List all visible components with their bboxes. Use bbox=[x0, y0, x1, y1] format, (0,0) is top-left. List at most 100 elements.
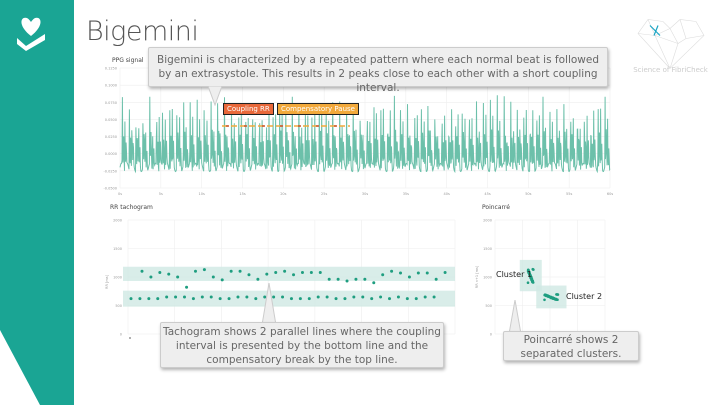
rr-point-bottom bbox=[245, 295, 249, 299]
y-tick-label: 1000 bbox=[113, 276, 122, 280]
rr-point-top bbox=[158, 270, 162, 274]
rr-point-bottom bbox=[423, 295, 427, 299]
poincare-point bbox=[553, 298, 557, 301]
tachogram-tooltip: Tachogram shows 2 parallel lines where t… bbox=[160, 322, 444, 368]
rr-point-bottom bbox=[432, 295, 436, 299]
poincare-point bbox=[551, 297, 555, 300]
ppg-tooltip: Bigemini is characterized by a repeated … bbox=[148, 47, 608, 94]
x-tick-label: 50s bbox=[525, 192, 531, 196]
rr-point-bottom bbox=[343, 297, 347, 301]
y-tick-label: 0.0250 bbox=[105, 135, 117, 139]
rr-point-bottom bbox=[352, 295, 356, 299]
rr-point-top bbox=[274, 270, 278, 274]
y-tick-label: 500 bbox=[485, 304, 492, 308]
rr-point-bottom bbox=[370, 297, 374, 301]
ppg-signal-line bbox=[119, 95, 611, 174]
x-tick-label: 35s bbox=[403, 192, 409, 196]
heart-hand-icon bbox=[17, 17, 45, 51]
rr-point-bottom bbox=[156, 297, 160, 301]
poincare-chart: 2000 1500 1000 500 0 RR n+1 [ms] bbox=[475, 219, 606, 337]
y-axis-label: RR n+1 [ms] bbox=[475, 265, 479, 288]
rr-point-top bbox=[229, 269, 233, 273]
tooltip-pointer bbox=[509, 300, 521, 334]
rr-point-top bbox=[407, 275, 411, 279]
poincare-point bbox=[544, 294, 548, 298]
rr-point-bottom bbox=[254, 297, 258, 301]
rr-point-top bbox=[292, 273, 296, 277]
x-tick-label: 20s bbox=[280, 192, 286, 196]
rr-point-bottom bbox=[405, 297, 409, 301]
bottom-line-band bbox=[123, 290, 455, 307]
y-tick-label: 500 bbox=[115, 304, 122, 308]
rr-point-bottom bbox=[200, 295, 204, 299]
rr-point-top bbox=[300, 270, 304, 274]
rr-point-outlier bbox=[129, 337, 131, 339]
rr-point-bottom bbox=[361, 295, 365, 299]
fibricheck-logo bbox=[637, 19, 705, 69]
rr-point-bottom bbox=[414, 297, 418, 301]
rr-point-bottom bbox=[379, 295, 383, 299]
rr-point-top bbox=[220, 278, 224, 282]
x-tick-label: 25s bbox=[321, 192, 327, 196]
rr-point-bottom bbox=[227, 297, 231, 301]
y-tick-label: -0.0250 bbox=[103, 169, 117, 173]
coupling-rr-tag: Coupling RR bbox=[223, 103, 274, 115]
rr-point-bottom bbox=[263, 295, 267, 299]
rr-point-top bbox=[247, 273, 251, 277]
tachogram-label: RR tachogram bbox=[110, 204, 153, 211]
top-line-band bbox=[123, 266, 455, 281]
logo-text: Science of FibriCheck bbox=[633, 66, 708, 74]
rr-point-top bbox=[256, 277, 260, 281]
rr-point-bottom bbox=[298, 297, 302, 301]
rr-point-top bbox=[140, 269, 144, 273]
x-tick-label: 15s bbox=[239, 192, 245, 196]
rr-point-bottom bbox=[272, 295, 276, 299]
x-tick-label: 60s bbox=[607, 192, 613, 196]
rr-point-bottom bbox=[147, 297, 151, 301]
rr-point-top bbox=[434, 277, 438, 281]
poincare-point bbox=[543, 298, 546, 302]
rr-point-top bbox=[193, 269, 197, 273]
rr-point-bottom bbox=[138, 297, 142, 301]
y-tick-label: 2000 bbox=[113, 219, 122, 223]
cluster-1-label: Cluster 1 bbox=[496, 270, 533, 279]
y-tick-label: -0.0500 bbox=[103, 187, 117, 191]
poincare-point bbox=[546, 295, 550, 298]
rr-point-top bbox=[336, 277, 340, 281]
y-tick-label: 0.1250 bbox=[105, 67, 117, 71]
rr-point-top bbox=[390, 269, 394, 273]
y-tick-label: 0 bbox=[120, 333, 122, 337]
rr-point-bottom bbox=[182, 295, 186, 299]
y-tick-label: 1500 bbox=[113, 247, 122, 251]
rr-point-top bbox=[238, 269, 242, 273]
rr-point-top bbox=[318, 270, 322, 274]
rr-point-top bbox=[443, 270, 447, 274]
rr-point-bottom bbox=[289, 297, 293, 301]
y-tick-label: 1500 bbox=[483, 247, 492, 251]
poincare-point bbox=[549, 296, 553, 300]
x-tick-label: 10s bbox=[199, 192, 205, 196]
rr-point-bottom bbox=[388, 297, 392, 301]
poincare-point bbox=[526, 281, 530, 284]
rr-point-bottom bbox=[165, 295, 169, 299]
rr-point-bottom bbox=[174, 295, 178, 299]
x-tick-label: 55s bbox=[566, 192, 572, 196]
rr-point-bottom bbox=[396, 295, 400, 299]
page-title: Bigemini bbox=[86, 16, 199, 47]
rr-point-top bbox=[283, 269, 287, 273]
poincare-label: Poincarré bbox=[482, 204, 510, 211]
tachogram-chart: 2000 1500 1000 500 0 RR [ms] bbox=[105, 219, 456, 339]
y-tick-label: 0.1000 bbox=[105, 84, 117, 88]
x-tick-label: 40s bbox=[444, 192, 450, 196]
poincare-point bbox=[555, 293, 558, 296]
poincare-point bbox=[529, 276, 532, 280]
rr-point-top bbox=[309, 270, 313, 274]
y-axis-label: RR [ms] bbox=[105, 274, 109, 289]
rr-point-bottom bbox=[325, 295, 329, 299]
rr-point-top bbox=[363, 277, 367, 281]
cluster-2-label: Cluster 2 bbox=[566, 292, 603, 301]
rr-point-top bbox=[372, 281, 376, 285]
rr-point-bottom bbox=[236, 295, 240, 299]
y-tick-label: 0.0000 bbox=[105, 152, 117, 156]
rr-point-top bbox=[185, 285, 189, 289]
